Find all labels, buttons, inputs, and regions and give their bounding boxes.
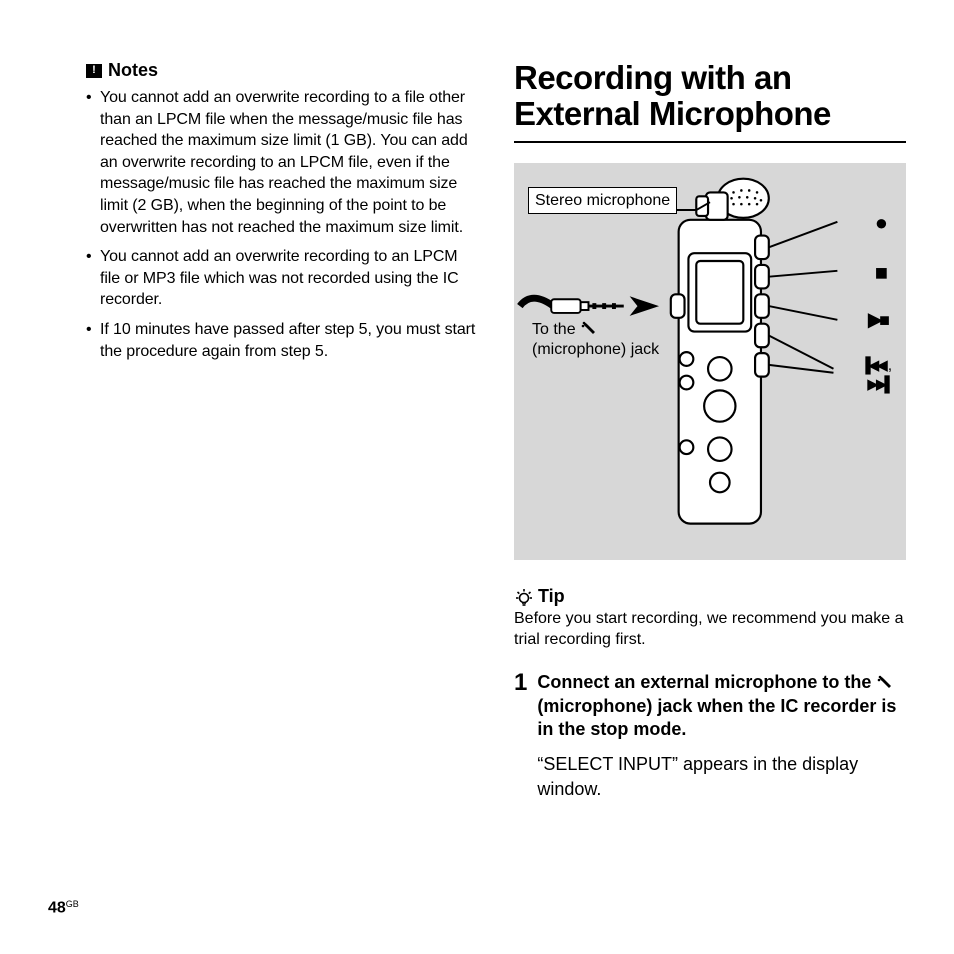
notes-icon: ! bbox=[86, 64, 102, 78]
notes-heading: ! Notes bbox=[86, 60, 478, 81]
prev-glyph: ▐◀◀ bbox=[860, 357, 885, 374]
prev-next-symbol: ▐◀◀, ▶▶▌ bbox=[860, 357, 892, 395]
notes-heading-text: Notes bbox=[108, 60, 158, 81]
step-instr-post: (microphone) jack when the IC recorder i… bbox=[537, 696, 896, 740]
tip-bulb-icon bbox=[514, 587, 534, 607]
notes-item: You cannot add an overwrite recording to… bbox=[86, 87, 478, 238]
page-number-value: 48 bbox=[48, 900, 66, 917]
notes-list: You cannot add an overwrite recording to… bbox=[86, 87, 478, 362]
comma-glyph: , bbox=[888, 357, 892, 374]
section-title: Recording with an External Microphone bbox=[514, 60, 906, 143]
stop-symbol: ■ bbox=[875, 259, 888, 287]
page-number: 48GB bbox=[48, 899, 79, 918]
step-number: 1 bbox=[514, 671, 527, 802]
record-symbol: ● bbox=[875, 209, 888, 237]
tip-heading: Tip bbox=[514, 586, 906, 607]
step-result: “SELECT INPUT” appears in the display wi… bbox=[537, 752, 906, 802]
microphone-icon bbox=[580, 320, 596, 336]
notes-item: If 10 minutes have passed after step 5, … bbox=[86, 319, 478, 362]
figure-label-jack: To the (microphone) jack bbox=[532, 320, 662, 360]
playstop-stop-glyph: ■ bbox=[879, 310, 888, 330]
next-glyph: ▶▶▌ bbox=[860, 376, 892, 395]
figure-label-jack-pre: To the bbox=[532, 321, 580, 338]
microphone-icon bbox=[876, 674, 892, 690]
figure-label-jack-post: (microphone) jack bbox=[532, 341, 659, 358]
play-stop-symbol: ▶■ bbox=[868, 308, 888, 333]
figure-label-stereo-mic-text: Stereo microphone bbox=[535, 192, 670, 209]
figure-illustration: Stereo microphone To the (microphone) ja… bbox=[514, 163, 906, 560]
step-instruction: Connect an external microphone to the (m… bbox=[537, 671, 906, 742]
step-1: 1 Connect an external microphone to the … bbox=[514, 671, 906, 802]
notes-item: You cannot add an overwrite recording to… bbox=[86, 246, 478, 311]
step-instr-pre: Connect an external microphone to the bbox=[537, 672, 876, 692]
page-region: GB bbox=[66, 899, 79, 909]
tip-heading-text: Tip bbox=[538, 586, 565, 607]
tip-body: Before you start recording, we recommend… bbox=[514, 609, 906, 651]
figure-label-stereo-mic: Stereo microphone bbox=[528, 187, 677, 214]
